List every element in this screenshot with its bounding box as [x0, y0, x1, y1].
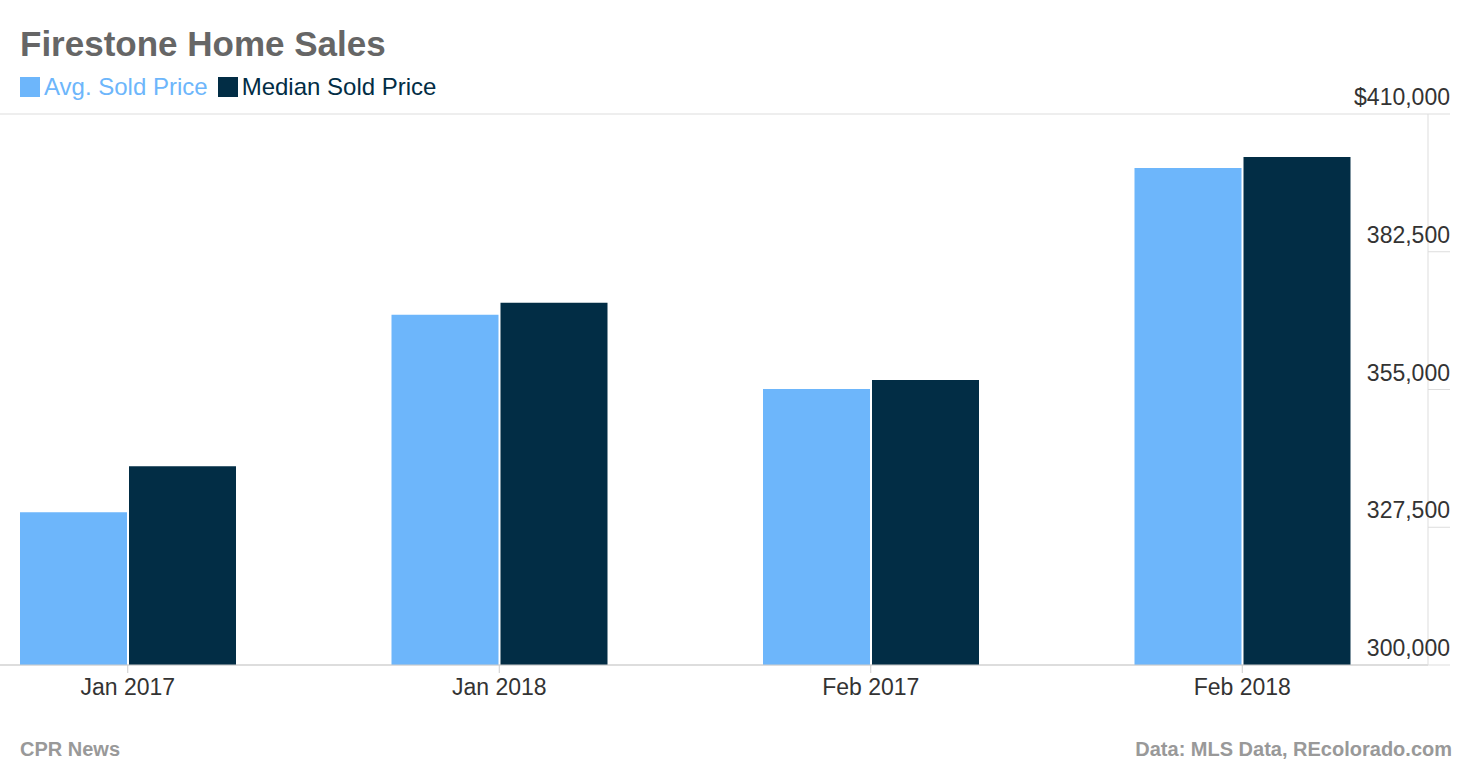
- html-text:Avg. Sold Price: Avg. Sold Price: [44, 73, 208, 100]
- svg-text:327,500: 327,500: [1367, 497, 1450, 523]
- svg-text:Feb 2018: Feb 2018: [1194, 674, 1291, 700]
- svg-text:Feb 2017: Feb 2017: [822, 674, 919, 700]
- html-text:Median Sold Price: Median Sold Price: [241, 73, 437, 100]
- svg-text:$410,000: $410,000: [1354, 84, 1450, 110]
- svg-text:Jan 2018: Jan 2018: [452, 674, 547, 700]
- html-text:Firestone Home Sales: Firestone Home Sales: [20, 24, 386, 63]
- html-text:CPR News: CPR News: [20, 738, 120, 760]
- html-text:Data: MLS Data, REcolorado.com: Data: MLS Data, REcolorado.com: [1135, 738, 1452, 760]
- svg-text:300,000: 300,000: [1367, 635, 1450, 661]
- svg-text:Jan 2017: Jan 2017: [80, 674, 175, 700]
- svg-text:355,000: 355,000: [1367, 360, 1450, 386]
- svg-text:382,500: 382,500: [1367, 222, 1450, 248]
